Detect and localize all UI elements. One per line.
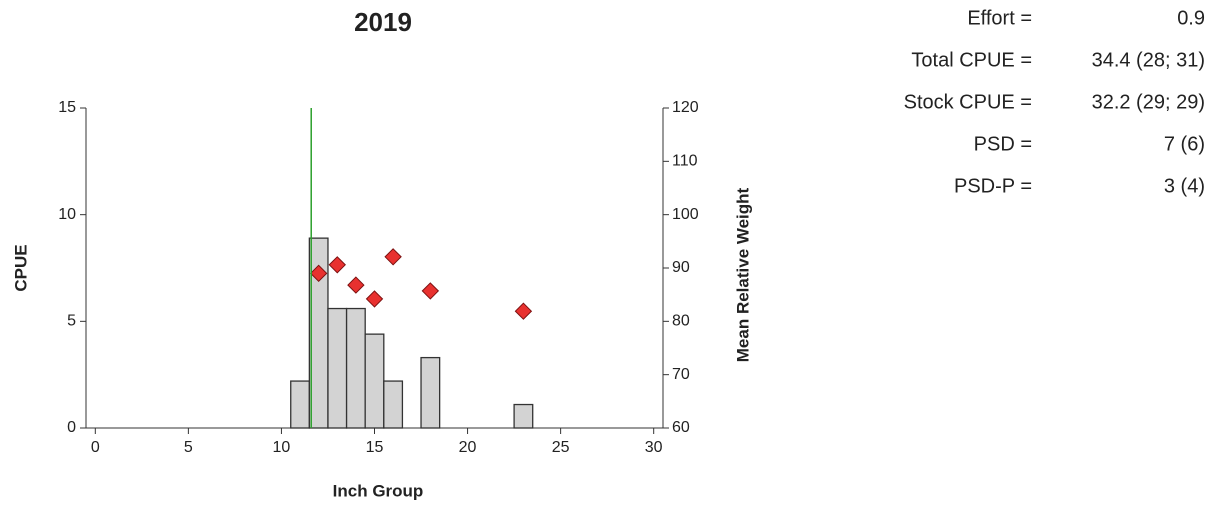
x-tick-label: 0 [91, 439, 100, 456]
y2-tick-label: 120 [672, 99, 699, 116]
x-tick-label: 20 [459, 439, 477, 456]
y-tick-label: 10 [58, 206, 76, 223]
marker [309, 264, 328, 283]
chart-title: 2019 [354, 7, 412, 37]
stat-value: 3 (4) [1164, 175, 1205, 197]
stat-value: 7 (6) [1164, 133, 1205, 155]
x-tick-label: 15 [366, 439, 384, 456]
y2-tick-label: 110 [672, 153, 698, 170]
y-tick-label: 5 [67, 313, 76, 330]
marker [514, 302, 533, 320]
stat-label: Total CPUE = [911, 49, 1032, 71]
bar [383, 380, 404, 429]
y2-tick-label: 90 [672, 259, 690, 276]
x-tick-label: 30 [645, 439, 663, 456]
bar [420, 356, 441, 429]
bar [345, 307, 366, 429]
marker [328, 256, 346, 274]
marker [347, 276, 365, 294]
stat-label: PSD-P = [954, 175, 1032, 197]
x-axis-label: Inch Group [333, 481, 424, 500]
stat-label: Effort = [967, 7, 1032, 29]
stat-value: 34.4 (28; 31) [1092, 49, 1205, 71]
bar [290, 380, 311, 429]
y2-axis-label: Mean Relative Weight [733, 187, 752, 362]
y-tick-label: 15 [58, 99, 76, 116]
x-tick-label: 10 [273, 439, 291, 456]
y2-tick-label: 70 [672, 366, 690, 383]
y-tick-label: 0 [67, 419, 76, 436]
y2-tick-label: 60 [672, 419, 690, 436]
marker [365, 290, 384, 308]
stat-value: 0.9 [1177, 7, 1205, 29]
stat-value: 32.2 (29; 29) [1092, 91, 1205, 113]
stat-label: PSD = [974, 133, 1032, 155]
bar [364, 333, 385, 429]
y-axis-label: CPUE [11, 244, 30, 291]
marker [384, 248, 402, 266]
marker [421, 282, 440, 300]
x-tick-label: 5 [184, 439, 193, 456]
y2-tick-label: 80 [672, 313, 690, 330]
bar [327, 307, 348, 429]
x-tick-label: 25 [552, 439, 570, 456]
bar [513, 403, 534, 429]
y2-tick-label: 100 [672, 206, 699, 223]
stat-label: Stock CPUE = [904, 91, 1032, 113]
